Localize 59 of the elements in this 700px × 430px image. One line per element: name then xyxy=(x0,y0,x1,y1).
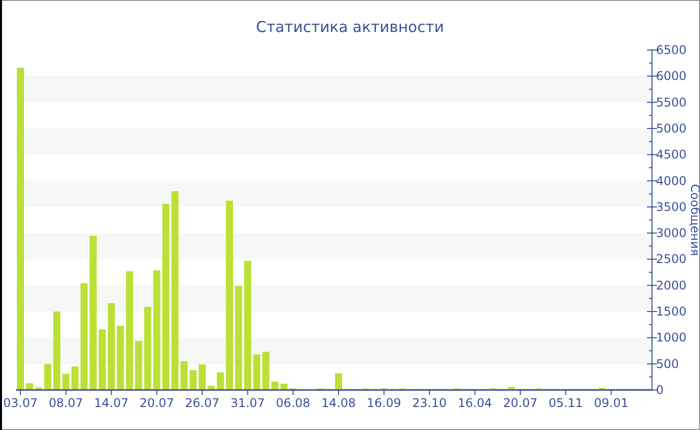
y-tick-label: 0 xyxy=(656,383,664,397)
x-tick-label: 26.07 xyxy=(185,396,220,410)
chart-title: Статистика активности xyxy=(256,18,444,36)
x-tick-label: 09.01 xyxy=(594,396,628,410)
y-tick-label: 3500 xyxy=(656,200,687,214)
bar xyxy=(71,366,79,390)
x-tick-label: 16.04 xyxy=(458,396,492,410)
y-tick-label: 6000 xyxy=(656,69,687,84)
bar xyxy=(253,354,260,390)
y-tick-label: 5500 xyxy=(656,95,687,110)
bar xyxy=(153,270,160,390)
y-tick-label: 500 xyxy=(656,356,679,371)
y-tick-label: 2500 xyxy=(656,252,687,266)
bar xyxy=(262,352,270,390)
y-tick-label: 3000 xyxy=(656,226,687,240)
bar xyxy=(216,372,224,390)
bar xyxy=(235,286,242,390)
bar xyxy=(144,306,152,390)
bar xyxy=(116,326,124,390)
y-tick-label: 1500 xyxy=(656,304,687,319)
bar xyxy=(80,283,88,390)
bar xyxy=(280,384,288,390)
bar xyxy=(62,374,70,390)
bar xyxy=(171,191,178,390)
bar xyxy=(190,370,197,390)
bar xyxy=(335,373,342,390)
bar xyxy=(135,340,142,390)
bar xyxy=(180,361,188,390)
x-tick-label: 05.11 xyxy=(548,396,583,410)
x-tick-label: 20.07 xyxy=(503,396,538,410)
x-tick-label: 08.07 xyxy=(48,396,84,410)
y-axis-title: Сообщения xyxy=(688,184,700,256)
bar xyxy=(98,329,106,390)
x-tick-label: 20.07 xyxy=(140,396,174,410)
y-tick-label: 4000 xyxy=(656,174,687,188)
y-tick-label: 4500 xyxy=(656,148,687,162)
x-tick-label: 06.08 xyxy=(276,396,310,410)
x-tick-label: 16.09 xyxy=(366,396,402,410)
x-tick-label: 14.07 xyxy=(94,396,129,410)
bar xyxy=(198,364,206,390)
bar xyxy=(44,364,52,390)
bar xyxy=(108,303,115,390)
bar xyxy=(26,383,34,390)
bar xyxy=(126,271,134,390)
x-tick-label: 14.08 xyxy=(321,396,356,410)
x-tick-label: 31.07 xyxy=(230,396,265,410)
x-tick-label: 23.10 xyxy=(412,396,447,410)
bar xyxy=(271,382,278,390)
bar xyxy=(53,312,60,390)
bar xyxy=(162,204,170,390)
y-tick-label: 1000 xyxy=(656,330,687,345)
bar xyxy=(226,200,234,390)
y-tick-label: 2000 xyxy=(656,278,687,292)
x-tick-label: 03.07 xyxy=(3,396,38,410)
bar xyxy=(16,68,24,390)
bar xyxy=(90,236,97,390)
y-tick-label: 6500 xyxy=(656,43,687,57)
bar xyxy=(244,260,252,390)
y-tick-label: 5000 xyxy=(656,121,687,136)
